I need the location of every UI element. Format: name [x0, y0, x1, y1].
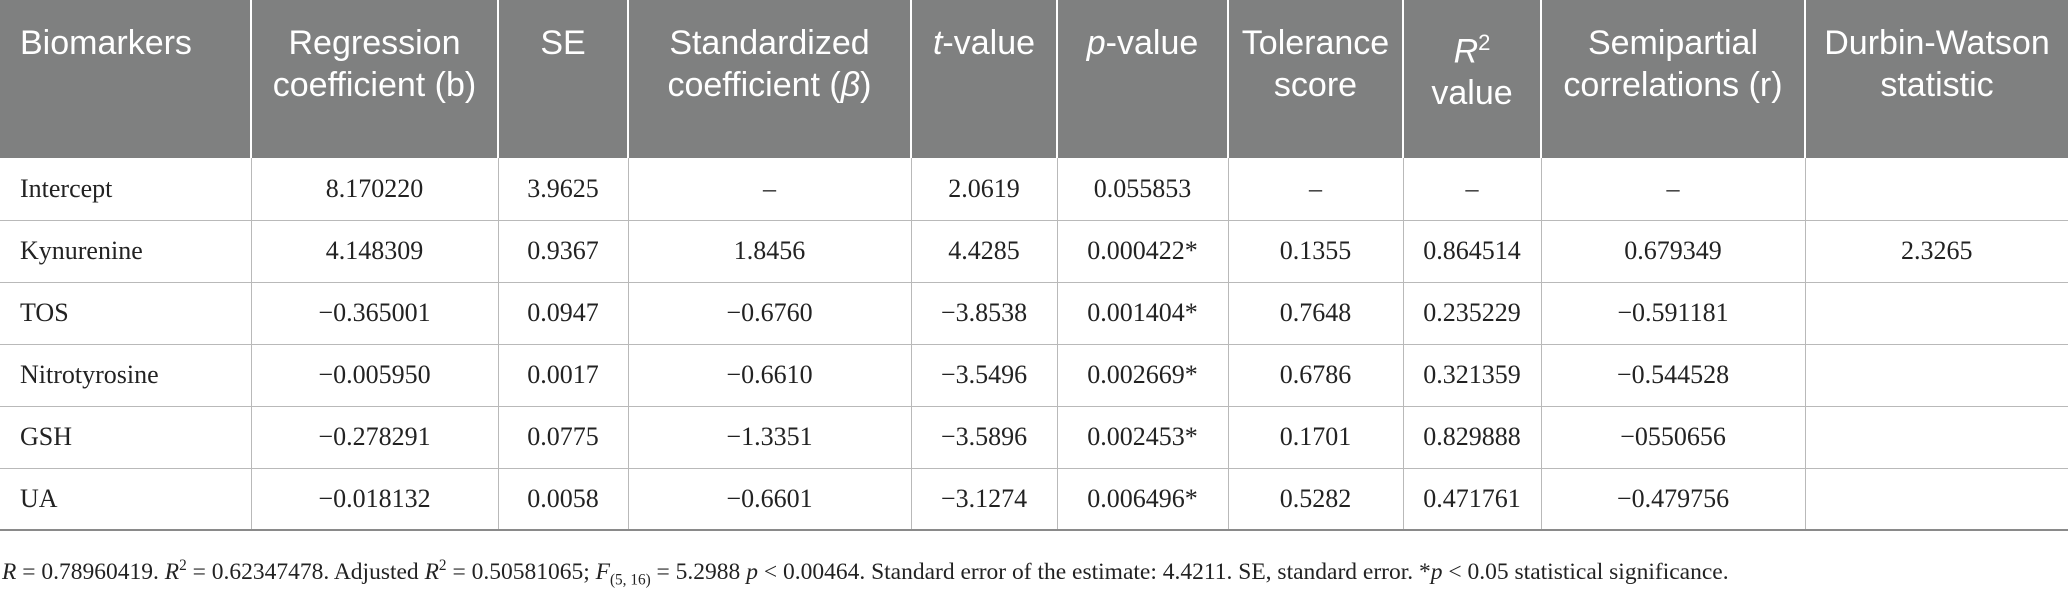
cell-biomarker: UA	[0, 468, 252, 531]
cell-standardized-coefficient: −0.6760	[628, 282, 912, 345]
cell-standardized-coefficient: 1.8456	[628, 220, 912, 283]
header-durbin-watson: Durbin-Watson statistic	[1805, 0, 2068, 158]
cell-p-value: 0.001404*	[1057, 282, 1229, 345]
cell-se: 0.9367	[498, 220, 629, 283]
table-row: UA −0.018132 0.0058 −0.6601 −3.1274 0.00…	[0, 468, 2068, 531]
cell-r2-value: 0.829888	[1403, 406, 1542, 469]
header-semipartial-correlations: Semipartial correlations (r)	[1541, 0, 1806, 158]
cell-regression-coefficient: −0.005950	[251, 344, 499, 407]
cell-semipartial: 0.679349	[1541, 220, 1806, 283]
cell-se: 0.0017	[498, 344, 629, 407]
header-tolerance-score: Tolerance score	[1228, 0, 1404, 158]
cell-semipartial: −0.479756	[1541, 468, 1806, 531]
header-r2-value: R2 value	[1403, 0, 1542, 158]
cell-durbin-watson	[1805, 344, 2068, 407]
header-p-value: p-value	[1057, 0, 1229, 158]
cell-standardized-coefficient: −0.6601	[628, 468, 912, 531]
cell-durbin-watson	[1805, 282, 2068, 345]
cell-t-value: 2.0619	[911, 158, 1058, 221]
cell-biomarker: Intercept	[0, 158, 252, 221]
cell-semipartial: −0.544528	[1541, 344, 1806, 407]
table-body: Intercept 8.170220 3.9625 – 2.0619 0.055…	[0, 158, 2068, 531]
cell-tolerance-score: 0.1355	[1228, 220, 1404, 283]
cell-durbin-watson: 2.3265	[1805, 220, 2068, 283]
cell-r2-value: 0.235229	[1403, 282, 1542, 345]
cell-biomarker: GSH	[0, 406, 252, 469]
cell-durbin-watson	[1805, 468, 2068, 531]
cell-se: 0.0947	[498, 282, 629, 345]
cell-semipartial: −0.591181	[1541, 282, 1806, 345]
cell-tolerance-score: 0.7648	[1228, 282, 1404, 345]
cell-semipartial: −0550656	[1541, 406, 1806, 469]
cell-semipartial: –	[1541, 158, 1806, 221]
cell-r2-value: 0.471761	[1403, 468, 1542, 531]
cell-p-value: 0.000422*	[1057, 220, 1229, 283]
cell-durbin-watson	[1805, 406, 2068, 469]
cell-t-value: 4.4285	[911, 220, 1058, 283]
cell-t-value: −3.5896	[911, 406, 1058, 469]
cell-regression-coefficient: −0.018132	[251, 468, 499, 531]
cell-regression-coefficient: −0.365001	[251, 282, 499, 345]
cell-regression-coefficient: 8.170220	[251, 158, 499, 221]
cell-standardized-coefficient: −0.6610	[628, 344, 912, 407]
header-t-value: t-value	[911, 0, 1058, 158]
table-row: Kynurenine 4.148309 0.9367 1.8456 4.4285…	[0, 220, 2068, 283]
cell-se: 3.9625	[498, 158, 629, 221]
cell-p-value: 0.055853	[1057, 158, 1229, 221]
cell-t-value: −3.1274	[911, 468, 1058, 531]
cell-regression-coefficient: −0.278291	[251, 406, 499, 469]
table-row: Intercept 8.170220 3.9625 – 2.0619 0.055…	[0, 158, 2068, 221]
header-biomarkers: Biomarkers	[0, 0, 252, 158]
cell-durbin-watson	[1805, 158, 2068, 221]
table-row: GSH −0.278291 0.0775 −1.3351 −3.5896 0.0…	[0, 406, 2068, 469]
table-header: Biomarkers Regression coefficient (b) SE…	[0, 0, 2068, 158]
cell-r2-value: 0.864514	[1403, 220, 1542, 283]
header-se: SE	[498, 0, 629, 158]
cell-biomarker: Nitrotyrosine	[0, 344, 252, 407]
cell-se: 0.0775	[498, 406, 629, 469]
cell-tolerance-score: 0.5282	[1228, 468, 1404, 531]
header-regression-coefficient: Regression coefficient (b)	[251, 0, 499, 158]
cell-biomarker: Kynurenine	[0, 220, 252, 283]
cell-standardized-coefficient: –	[628, 158, 912, 221]
cell-tolerance-score: –	[1228, 158, 1404, 221]
table-row: Nitrotyrosine −0.005950 0.0017 −0.6610 −…	[0, 344, 2068, 407]
header-standardized-coefficient: Standardized coefficient (β)	[628, 0, 912, 158]
table-row: TOS −0.365001 0.0947 −0.6760 −3.8538 0.0…	[0, 282, 2068, 345]
cell-p-value: 0.006496*	[1057, 468, 1229, 531]
cell-regression-coefficient: 4.148309	[251, 220, 499, 283]
cell-tolerance-score: 0.6786	[1228, 344, 1404, 407]
table-footnote: R = 0.78960419. R2 = 0.62347478. Adjuste…	[2, 557, 1729, 589]
regression-table: Biomarkers Regression coefficient (b) SE…	[0, 0, 2068, 531]
cell-biomarker: TOS	[0, 282, 252, 345]
cell-p-value: 0.002453*	[1057, 406, 1229, 469]
cell-t-value: −3.8538	[911, 282, 1058, 345]
cell-tolerance-score: 0.1701	[1228, 406, 1404, 469]
cell-t-value: −3.5496	[911, 344, 1058, 407]
cell-standardized-coefficient: −1.3351	[628, 406, 912, 469]
cell-p-value: 0.002669*	[1057, 344, 1229, 407]
cell-se: 0.0058	[498, 468, 629, 531]
cell-r2-value: –	[1403, 158, 1542, 221]
cell-r2-value: 0.321359	[1403, 344, 1542, 407]
